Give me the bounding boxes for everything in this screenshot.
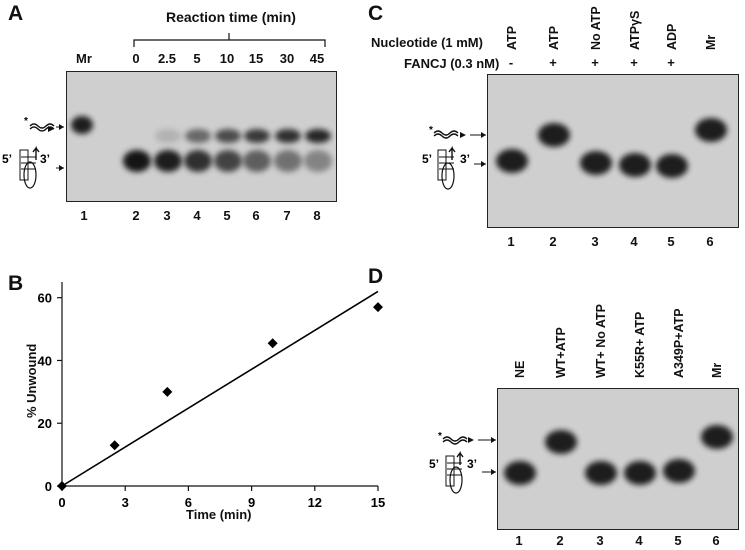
lane-number: 3: [596, 533, 604, 548]
svg-text:5’: 5’: [422, 152, 432, 166]
gel-band: [155, 129, 181, 143]
lane-condition-label: 15: [248, 51, 264, 66]
panel-a-gel: [66, 71, 337, 202]
svg-text:*: *: [438, 431, 442, 442]
lane-number: 1: [80, 208, 88, 223]
lane-number: 3: [163, 208, 171, 223]
nucleotide-row-label: Nucleotide (1 mM): [371, 35, 483, 50]
gel-band: [656, 154, 688, 178]
fancj-sign: -: [508, 55, 514, 70]
x-tick-label: 12: [308, 495, 322, 510]
lane-number: 5: [674, 533, 682, 548]
fit-line: [61, 290, 379, 487]
gel-band: [585, 461, 617, 485]
panel-b-letter: B: [8, 272, 24, 295]
svg-text:5’: 5’: [429, 457, 439, 471]
gel-band: [496, 149, 528, 173]
lane-number: 8: [313, 208, 321, 223]
svg-text:3’: 3’: [40, 152, 50, 166]
data-point: [57, 481, 67, 491]
gel-band: [538, 123, 570, 147]
lane-number: 4: [630, 234, 638, 249]
lane-condition-label: 10: [219, 51, 235, 66]
y-tick-label: 0: [45, 479, 52, 494]
svg-text:3’: 3’: [467, 457, 477, 471]
lane-number: 7: [283, 208, 291, 223]
svg-text:5’: 5’: [2, 152, 12, 166]
gel-band: [185, 129, 211, 143]
data-point: [267, 338, 278, 349]
fancj-row-label: FANCJ (0.3 nM): [404, 56, 500, 71]
gel-band: [215, 129, 241, 143]
gel-band: [243, 150, 271, 172]
gel-band: [184, 150, 212, 172]
svg-text:*: *: [429, 125, 433, 136]
lane-condition-label: 5: [193, 51, 201, 66]
panel-c-letter: C: [368, 2, 384, 25]
lane-number: 4: [635, 533, 643, 548]
panel-c-gel: [487, 74, 739, 228]
gel-band: [275, 129, 301, 143]
panel-d-gel: [497, 388, 739, 530]
fancj-sign: +: [591, 55, 599, 70]
gel-band: [545, 430, 577, 454]
lane-condition-label: 45: [309, 51, 325, 66]
gel-band: [123, 150, 151, 172]
lane-number: 5: [223, 208, 231, 223]
lane-number: 6: [706, 234, 714, 249]
gel-band: [695, 118, 727, 142]
lane-number: 2: [132, 208, 140, 223]
y-tick-label: 60: [38, 291, 52, 306]
lane-number: 4: [193, 208, 201, 223]
x-axis-label: Time (min): [186, 507, 252, 522]
lane-number: 1: [507, 234, 515, 249]
x-tick-label: 9: [248, 495, 255, 510]
lane-number: 2: [549, 234, 557, 249]
gel-band: [274, 150, 302, 172]
gel-band: [304, 150, 332, 172]
gel-band: [701, 425, 733, 449]
x-tick-label: 0: [58, 495, 65, 510]
svg-text:3’: 3’: [460, 152, 470, 166]
gel-band: [214, 150, 242, 172]
panel-a-letter: A: [8, 2, 24, 25]
lane-number: 3: [591, 234, 599, 249]
fancj-sign: +: [667, 55, 675, 70]
lane-condition-label: 30: [279, 51, 295, 66]
gel-band: [71, 116, 93, 134]
lane-condition-label: 0: [132, 51, 140, 66]
gel-band: [305, 129, 331, 143]
lane-number: 6: [252, 208, 260, 223]
x-tick-label: 15: [371, 495, 385, 510]
fancj-sign: +: [630, 55, 638, 70]
data-point: [162, 386, 173, 397]
lane-number: 6: [712, 533, 720, 548]
data-point: [109, 440, 120, 451]
data-point: [373, 302, 383, 313]
lane-number: 2: [556, 533, 564, 548]
lane-number: 1: [515, 533, 523, 548]
gel-band: [619, 153, 651, 177]
gel-band: [580, 151, 612, 175]
panel-d-letter: D: [368, 265, 384, 288]
lane-condition-label: 2.5: [157, 51, 177, 66]
gel-band: [504, 461, 536, 485]
lane-condition-label: Mr: [76, 51, 92, 66]
gel-band: [624, 461, 656, 485]
gel-band: [154, 150, 182, 172]
gel-band: [244, 129, 270, 143]
panel-a-title: Reaction time (min): [166, 9, 296, 25]
y-tick-label: 40: [38, 353, 52, 368]
lane-number: 5: [667, 234, 675, 249]
gel-band: [663, 459, 695, 483]
x-tick-label: 3: [122, 495, 129, 510]
y-tick-label: 20: [38, 416, 52, 431]
svg-text:*: *: [24, 116, 28, 127]
fancj-sign: +: [549, 55, 557, 70]
x-tick-label: 6: [185, 495, 192, 510]
